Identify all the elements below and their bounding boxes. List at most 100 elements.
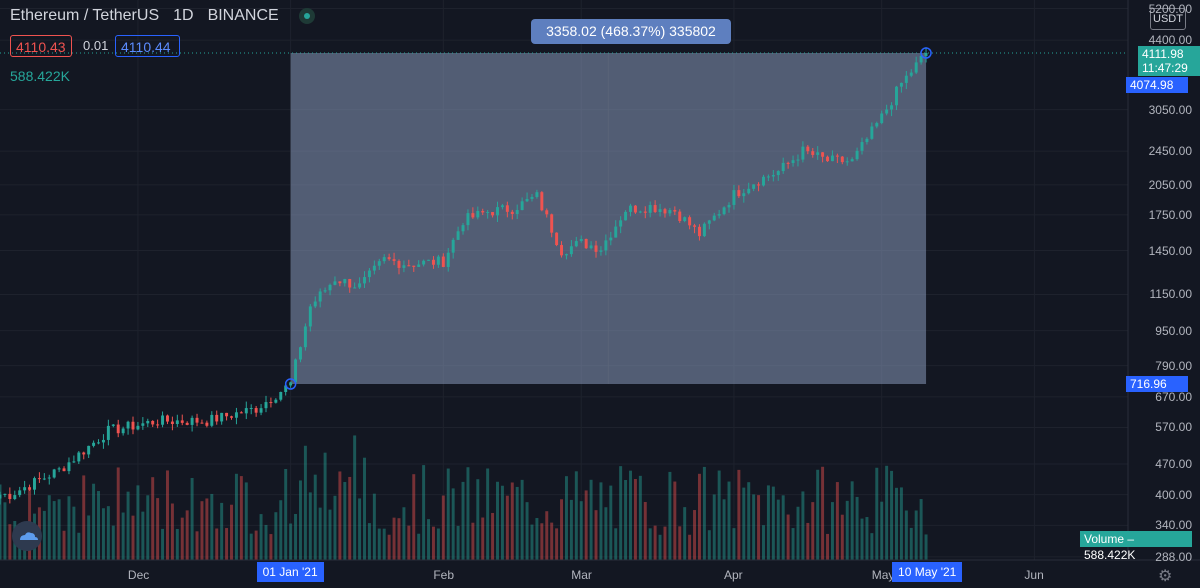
spread-value: 0.01 — [83, 38, 109, 53]
volume-bar — [230, 504, 233, 560]
measure-end-handle — [920, 47, 932, 59]
candle — [427, 259, 431, 261]
price-tick-label: 670.00 — [1155, 389, 1192, 404]
volume-bar — [294, 513, 298, 560]
volume-bar — [200, 501, 204, 560]
candle — [525, 198, 529, 202]
candle — [757, 184, 761, 186]
volume-tag-label: Volume — [1084, 532, 1125, 546]
volume-bar — [875, 467, 879, 560]
candle — [791, 160, 795, 164]
candle — [771, 175, 775, 177]
volume-bar — [904, 510, 908, 560]
volume-bar — [348, 476, 352, 560]
volume-bar — [614, 528, 618, 560]
candle — [67, 462, 71, 472]
volume-bar — [392, 517, 396, 560]
candle — [737, 190, 741, 197]
candle — [584, 238, 588, 249]
volume-bar — [520, 479, 524, 560]
candle — [382, 257, 386, 262]
candle — [397, 260, 401, 268]
candle — [569, 246, 573, 255]
candle — [47, 477, 51, 479]
volume-bar — [683, 507, 687, 560]
candle — [909, 72, 913, 76]
price-tick-label: 288.00 — [1155, 549, 1192, 564]
volume-bar — [225, 528, 229, 560]
volume-bar — [535, 518, 539, 560]
volume-bar — [525, 502, 529, 560]
candle — [865, 138, 869, 143]
candle — [821, 152, 825, 157]
volume-bar — [313, 474, 317, 560]
candle — [707, 220, 711, 224]
candle — [422, 260, 426, 265]
volume-bar — [574, 471, 578, 560]
candle — [555, 232, 559, 246]
candle — [816, 152, 820, 155]
volume-bar — [279, 500, 283, 560]
candle — [693, 225, 697, 227]
candle — [111, 424, 115, 426]
volume-bar — [707, 530, 711, 560]
volume-bar — [835, 482, 839, 560]
volume-bar — [658, 534, 662, 560]
volume-bar — [786, 514, 790, 560]
candle — [845, 161, 849, 163]
candle — [811, 151, 815, 155]
candle — [392, 259, 396, 261]
candle — [101, 439, 105, 443]
volume-bar — [141, 511, 145, 560]
currency-button[interactable]: USDT — [1150, 8, 1186, 30]
market-status-icon[interactable] — [298, 8, 315, 24]
tradingview-logo-icon[interactable] — [12, 521, 42, 551]
volume-bar — [215, 528, 219, 560]
candle — [37, 478, 41, 480]
volume-bar — [648, 528, 652, 560]
candles — [0, 47, 928, 505]
volume-bar — [303, 445, 307, 560]
volume-bar — [338, 471, 342, 560]
volume-bar — [510, 482, 514, 560]
volume-bar — [220, 502, 224, 560]
volume-bar — [584, 490, 588, 560]
bid-price[interactable]: 4110.43 — [10, 35, 72, 57]
volume-bar — [555, 528, 559, 560]
volume-bar — [604, 507, 608, 560]
volume-bar — [363, 457, 366, 560]
volume-bar — [638, 475, 642, 560]
candle — [210, 414, 214, 426]
volume-bar — [427, 519, 431, 560]
volume-bar — [205, 498, 209, 560]
candle — [885, 109, 889, 114]
volume-bar — [821, 466, 825, 560]
time-tick-label: Jun — [1024, 568, 1044, 582]
volume-bar — [919, 499, 923, 560]
volume-bar — [515, 486, 519, 560]
candle — [42, 478, 46, 480]
volume-bar — [826, 533, 830, 560]
volume-bar — [151, 477, 155, 560]
volume-bar — [47, 495, 51, 560]
volume-bar — [801, 491, 805, 560]
candle — [106, 425, 110, 440]
volume-bar — [619, 466, 623, 560]
volume-bar — [890, 470, 894, 560]
candle — [614, 226, 618, 238]
candle — [116, 424, 120, 434]
candle — [328, 284, 332, 291]
volume-bar — [693, 510, 697, 560]
candle — [269, 402, 273, 404]
candle — [431, 259, 435, 265]
gear-icon[interactable]: ⚙ — [1158, 568, 1173, 585]
candle — [781, 162, 785, 172]
volume-bar — [8, 524, 12, 560]
volume-bar — [629, 470, 632, 560]
candle — [175, 420, 179, 424]
candle — [338, 281, 342, 284]
candle — [323, 290, 327, 292]
ask-price[interactable]: 4110.44 — [115, 35, 180, 57]
volume-bar — [372, 493, 376, 560]
